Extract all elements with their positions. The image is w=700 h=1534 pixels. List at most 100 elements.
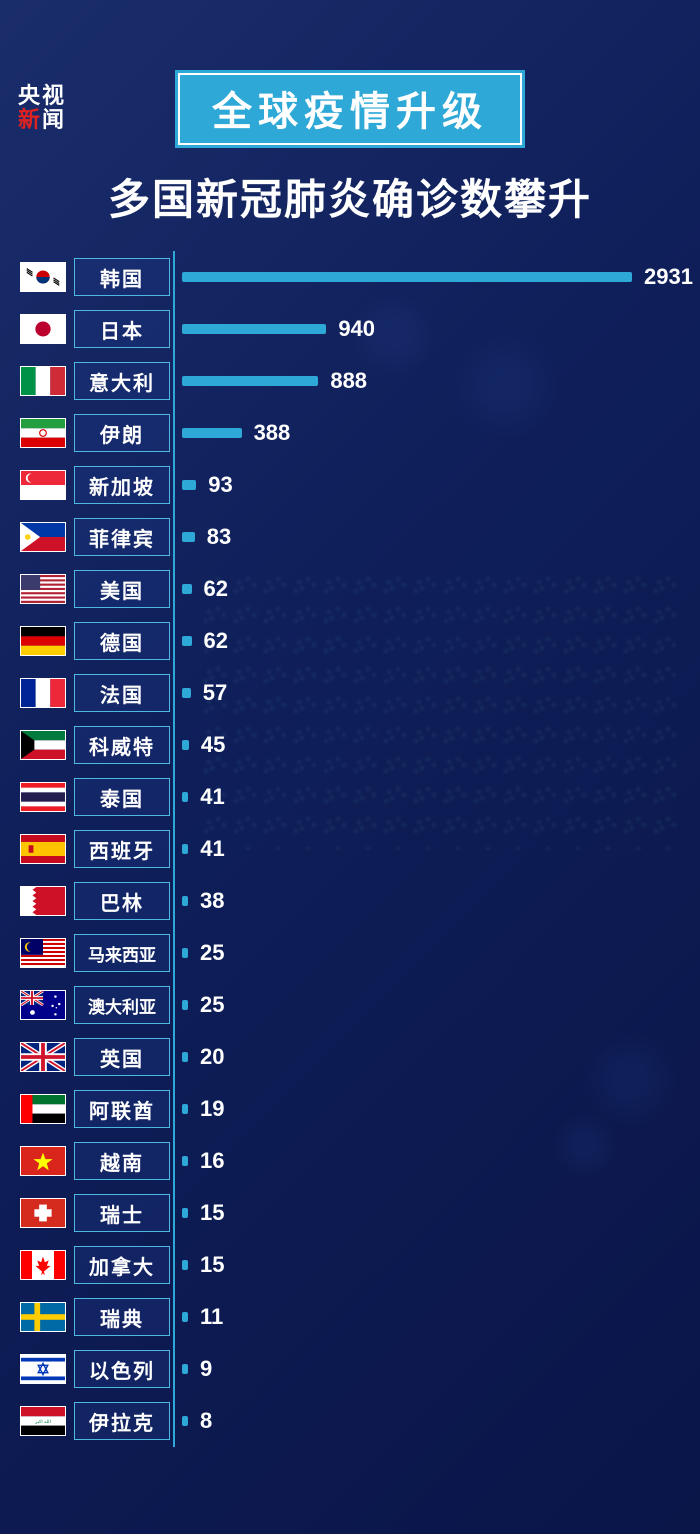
cctv-news-logo: 央视 新闻 bbox=[18, 84, 66, 132]
flag-icon: الله اكبر bbox=[20, 1406, 66, 1436]
flag-icon bbox=[20, 626, 66, 656]
country-label: 瑞士 bbox=[74, 1194, 170, 1232]
value-label: 2931 bbox=[644, 264, 693, 290]
bar-area: 19 bbox=[182, 1083, 680, 1135]
bar-area: 41 bbox=[182, 823, 680, 875]
bar bbox=[182, 1000, 188, 1010]
flag-icon bbox=[20, 1302, 66, 1332]
flag-icon bbox=[20, 990, 66, 1020]
bar-area: 11 bbox=[182, 1291, 680, 1343]
country-label: 英国 bbox=[74, 1038, 170, 1076]
bar bbox=[182, 688, 191, 698]
bar-area: 45 bbox=[182, 719, 680, 771]
bar-area: 41 bbox=[182, 771, 680, 823]
flag-icon bbox=[20, 730, 66, 760]
country-label: 韩国 bbox=[74, 258, 170, 296]
bar-area: 388 bbox=[182, 407, 680, 459]
country-label: 以色列 bbox=[74, 1350, 170, 1388]
bar bbox=[182, 844, 188, 854]
bar-area: 15 bbox=[182, 1239, 680, 1291]
confirmed-cases-chart: 韩国2931日本940意大利888伊朗388新加坡93菲律宾83美国62德国62… bbox=[20, 251, 680, 1447]
flag-icon bbox=[20, 886, 66, 916]
value-label: 940 bbox=[338, 316, 375, 342]
subtitle: 多国新冠肺炎确诊数攀升 bbox=[0, 166, 700, 227]
value-label: 93 bbox=[208, 472, 232, 498]
value-label: 57 bbox=[203, 680, 227, 706]
bar bbox=[182, 896, 188, 906]
bar-area: 62 bbox=[182, 615, 680, 667]
value-label: 45 bbox=[201, 732, 225, 758]
value-label: 41 bbox=[200, 836, 224, 862]
value-label: 16 bbox=[200, 1148, 224, 1174]
country-label: 瑞典 bbox=[74, 1298, 170, 1336]
value-label: 38 bbox=[200, 888, 224, 914]
chart-row: 巴林38 bbox=[20, 875, 680, 927]
value-label: 11 bbox=[200, 1304, 223, 1330]
country-label: 新加坡 bbox=[74, 466, 170, 504]
chart-row: 新加坡 93 bbox=[20, 459, 680, 511]
bar bbox=[182, 792, 188, 802]
chart-row: 瑞典 11 bbox=[20, 1291, 680, 1343]
chart-row: 菲律宾83 bbox=[20, 511, 680, 563]
flag-icon bbox=[20, 574, 66, 604]
bar bbox=[182, 740, 189, 750]
bar-area: 2931 bbox=[182, 251, 693, 303]
bar bbox=[182, 636, 192, 646]
bar bbox=[182, 1156, 188, 1166]
logo-line2b: 闻 bbox=[42, 107, 66, 132]
bar-area: 25 bbox=[182, 979, 680, 1031]
country-label: 西班牙 bbox=[74, 830, 170, 868]
svg-text:الله اكبر: الله اكبر bbox=[34, 1419, 51, 1425]
bar-area: 38 bbox=[182, 875, 680, 927]
logo-line2a: 新 bbox=[18, 107, 42, 132]
chart-row: 韩国2931 bbox=[20, 251, 680, 303]
chart-row: 越南16 bbox=[20, 1135, 680, 1187]
main-title: 全球疫情升级 bbox=[175, 70, 525, 148]
flag-icon bbox=[20, 1094, 66, 1124]
value-label: 19 bbox=[200, 1096, 224, 1122]
flag-icon bbox=[20, 678, 66, 708]
chart-row: 德国 62 bbox=[20, 615, 680, 667]
value-label: 62 bbox=[204, 628, 228, 654]
chart-row: الله اكبر 伊拉克 8 bbox=[20, 1395, 680, 1447]
flag-icon bbox=[20, 366, 66, 396]
bar-area: 8 bbox=[182, 1395, 680, 1447]
chart-row: 以色列 9 bbox=[20, 1343, 680, 1395]
value-label: 15 bbox=[200, 1252, 224, 1278]
bar-area: 93 bbox=[182, 459, 680, 511]
country-label: 美国 bbox=[74, 570, 170, 608]
chart-row: 科威特 45 bbox=[20, 719, 680, 771]
flag-icon bbox=[20, 834, 66, 864]
country-label: 日本 bbox=[74, 310, 170, 348]
country-label: 伊朗 bbox=[74, 414, 170, 452]
flag-icon bbox=[20, 262, 66, 292]
value-label: 388 bbox=[254, 420, 291, 446]
country-label: 伊拉克 bbox=[74, 1402, 170, 1440]
chart-row: 伊朗 388 bbox=[20, 407, 680, 459]
bar-area: 20 bbox=[182, 1031, 680, 1083]
chart-row: 加拿大 15 bbox=[20, 1239, 680, 1291]
country-label: 马来西亚 bbox=[74, 934, 170, 972]
bar bbox=[182, 324, 326, 334]
bar bbox=[182, 428, 242, 438]
value-label: 9 bbox=[200, 1356, 212, 1382]
country-label: 加拿大 bbox=[74, 1246, 170, 1284]
country-label: 德国 bbox=[74, 622, 170, 660]
chart-row: 英国 20 bbox=[20, 1031, 680, 1083]
bar-area: 16 bbox=[182, 1135, 680, 1187]
bar bbox=[182, 948, 188, 958]
bar bbox=[182, 1416, 188, 1426]
flag-icon bbox=[20, 938, 66, 968]
bar-area: 83 bbox=[182, 511, 680, 563]
bar-area: 940 bbox=[182, 303, 680, 355]
chart-row: 西班牙 41 bbox=[20, 823, 680, 875]
chart-row: 意大利888 bbox=[20, 355, 680, 407]
bar bbox=[182, 584, 192, 594]
country-label: 科威特 bbox=[74, 726, 170, 764]
bar bbox=[182, 1052, 188, 1062]
chart-row: 阿联酋 19 bbox=[20, 1083, 680, 1135]
bar bbox=[182, 376, 318, 386]
country-label: 阿联酋 bbox=[74, 1090, 170, 1128]
country-label: 意大利 bbox=[74, 362, 170, 400]
chart-row: 澳大利亚25 bbox=[20, 979, 680, 1031]
